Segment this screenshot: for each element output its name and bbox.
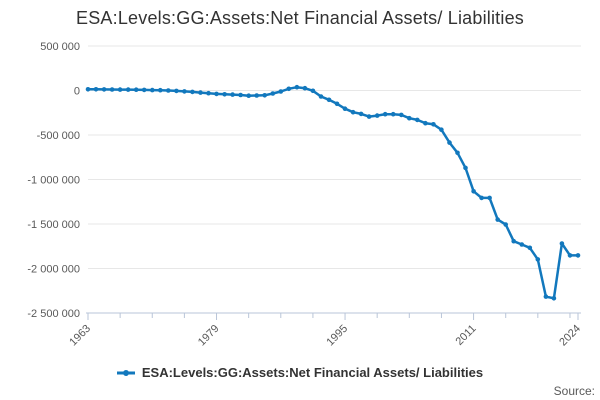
data-point-marker[interactable] xyxy=(125,87,131,92)
data-point-marker[interactable] xyxy=(206,90,211,96)
data-point-marker[interactable] xyxy=(286,86,292,92)
data-point-marker[interactable] xyxy=(150,87,155,93)
data-point-marker[interactable] xyxy=(109,87,115,92)
data-point-marker[interactable] xyxy=(551,296,557,301)
data-point-marker[interactable] xyxy=(495,217,501,222)
data-point-marker[interactable] xyxy=(198,90,203,95)
y-tick-label: 0 xyxy=(74,86,80,98)
y-tick-label: -1 000 000 xyxy=(27,175,80,187)
data-point-marker[interactable] xyxy=(447,140,452,145)
data-point-marker[interactable] xyxy=(479,195,484,201)
data-point-marker[interactable] xyxy=(439,127,444,132)
data-point-marker[interactable] xyxy=(141,87,147,93)
data-point-marker[interactable] xyxy=(415,117,420,123)
data-point-marker[interactable] xyxy=(358,111,364,117)
data-point-marker[interactable] xyxy=(254,93,259,98)
data-point-marker[interactable] xyxy=(270,91,276,96)
data-point-marker[interactable] xyxy=(117,87,123,92)
data-point-marker[interactable] xyxy=(334,101,340,107)
plot-area: 500 000 0 -500 000 -1 000 000 -1 500 000 -2 0… xyxy=(27,41,583,349)
legend-line-symbol xyxy=(116,368,135,378)
data-point-marker[interactable] xyxy=(262,93,268,98)
data-point-marker[interactable] xyxy=(366,114,372,119)
data-point-marker[interactable] xyxy=(519,242,525,247)
data-point-marker[interactable] xyxy=(222,92,227,97)
data-point-marker[interactable] xyxy=(487,195,492,201)
data-point-marker[interactable] xyxy=(407,115,412,121)
data-point-marker[interactable] xyxy=(382,111,388,117)
chart-title: ESA:Levels:GG:Assets:Net Financial Asset… xyxy=(76,8,524,28)
data-point-marker[interactable] xyxy=(342,106,348,111)
data-point-marker[interactable] xyxy=(214,91,219,97)
data-point-marker[interactable] xyxy=(310,88,316,94)
data-point-marker[interactable] xyxy=(390,111,396,117)
y-tick-label: -2 500 000 xyxy=(27,308,80,320)
data-point-marker[interactable] xyxy=(166,88,171,93)
data-point-marker[interactable] xyxy=(246,93,251,98)
data-point-marker[interactable] xyxy=(182,89,187,94)
data-point-marker[interactable] xyxy=(423,120,428,126)
data-point-marker[interactable] xyxy=(503,222,509,227)
data-point-marker[interactable] xyxy=(190,89,195,95)
data-point-marker[interactable] xyxy=(543,294,549,299)
y-tick-label: -500 000 xyxy=(37,130,80,142)
data-point-marker[interactable] xyxy=(93,87,99,92)
data-point-marker[interactable] xyxy=(559,241,565,246)
data-point-marker[interactable] xyxy=(527,245,533,251)
data-point-marker[interactable] xyxy=(278,89,284,94)
data-point-marker[interactable] xyxy=(374,113,380,118)
data-point-marker[interactable] xyxy=(294,84,300,90)
data-point-marker[interactable] xyxy=(471,189,476,194)
data-point-marker[interactable] xyxy=(133,87,139,92)
legend-label: ESA:Levels:GG:Assets:Net Financial Asset… xyxy=(141,365,484,380)
data-point-marker[interactable] xyxy=(431,122,436,127)
data-point-marker[interactable] xyxy=(463,165,468,171)
data-point-marker[interactable] xyxy=(85,87,91,92)
x-tick-label: 2011 xyxy=(453,323,478,348)
legend[interactable]: ESA:Levels:GG:Assets:Net Financial Asset… xyxy=(0,365,600,380)
data-point-marker[interactable] xyxy=(535,257,541,262)
data-point-marker[interactable] xyxy=(318,94,324,99)
data-point-marker[interactable] xyxy=(302,85,308,91)
data-point-marker[interactable] xyxy=(511,238,516,244)
data-point-marker[interactable] xyxy=(101,87,107,92)
y-tick-label: 500 000 xyxy=(40,41,80,53)
data-point-marker[interactable] xyxy=(455,150,460,156)
x-tick-label: 1963 xyxy=(67,323,93,349)
data-point-marker[interactable] xyxy=(174,88,179,94)
data-point-marker[interactable] xyxy=(238,92,243,98)
x-tick-label: 1979 xyxy=(196,323,222,349)
x-tick-label: 2024 xyxy=(557,323,583,349)
data-point-marker[interactable] xyxy=(158,87,163,93)
data-point-marker[interactable] xyxy=(575,253,581,258)
data-point-marker[interactable] xyxy=(567,253,573,258)
data-point-marker[interactable] xyxy=(230,92,235,97)
data-point-marker[interactable] xyxy=(399,112,404,118)
y-tick-label: -2 000 000 xyxy=(27,264,80,276)
y-tick-label: -1 500 000 xyxy=(27,219,80,231)
source-note: Source: xyxy=(553,384,595,398)
data-point-marker[interactable] xyxy=(350,109,356,115)
data-point-marker[interactable] xyxy=(326,97,332,103)
data-line-series xyxy=(86,85,580,300)
x-tick-label: 1995 xyxy=(324,323,350,349)
